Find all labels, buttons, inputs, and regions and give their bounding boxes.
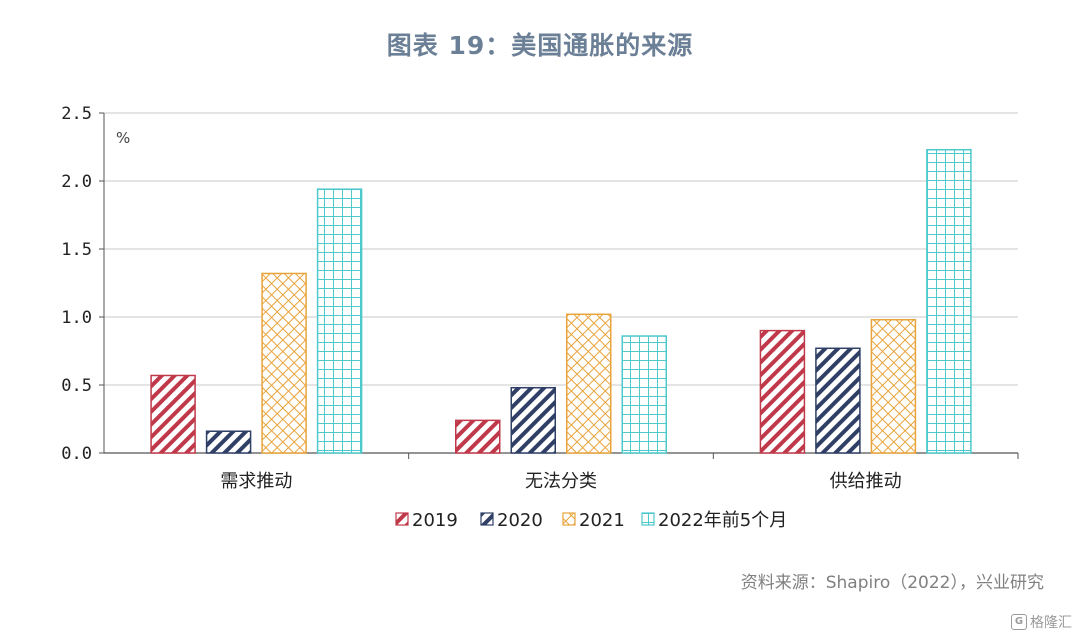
bar-2021-1 [566, 313, 612, 454]
chart-title: 图表 19：美国通胀的来源 [386, 31, 694, 60]
bar-2022-1 [621, 335, 667, 454]
y-tick-label: 0.0 [61, 444, 92, 464]
bar-2022-2 [926, 148, 972, 454]
y-tick-label: 0.5 [61, 376, 92, 396]
watermark: G 格隆汇 [1011, 612, 1072, 632]
watermark-logo-icon: G [1011, 614, 1027, 630]
y-tick-label: 1.5 [61, 240, 92, 260]
y-tick-label: 1.0 [61, 308, 92, 328]
legend-swatch-2020 [480, 512, 494, 526]
bar-2020-0 [205, 430, 252, 454]
bar-2019-2 [759, 329, 806, 454]
bar-2021-2 [870, 318, 917, 454]
legend-label-2021: 2021 [579, 510, 625, 531]
bar-2021-0 [261, 272, 307, 454]
bar-2020-2 [815, 347, 861, 454]
legend-label-2020: 2020 [497, 510, 543, 531]
y-tick-label: 2.5 [61, 104, 92, 124]
bar-chart: 0.0 0.5 1.0 1.5 2.0 2.5% 需求推动 无法分类 供给推动 2019 2020… [61, 104, 1019, 531]
y-tick-label: 2.0 [61, 172, 92, 192]
bar-2020-1 [510, 386, 556, 454]
legend-swatch-2019 [395, 512, 409, 526]
bar-2019-0 [150, 374, 196, 454]
y-unit-label: % [116, 129, 130, 147]
category-label: 需求推动 [220, 471, 292, 492]
watermark-text: 格隆汇 [1030, 615, 1072, 631]
category-label: 无法分类 [525, 471, 597, 492]
legend-label-2022: 2022年前5个月 [658, 510, 787, 531]
source-note: 资料来源：Shapiro（2022），兴业研究 [740, 573, 1044, 593]
bar-2019-1 [455, 419, 501, 454]
bar-2022-0 [316, 188, 363, 454]
legend-swatch-2022 [641, 512, 655, 526]
legend-swatch-2021 [562, 512, 576, 526]
category-label: 供给推动 [830, 471, 902, 492]
legend-label-2019: 2019 [412, 510, 458, 531]
